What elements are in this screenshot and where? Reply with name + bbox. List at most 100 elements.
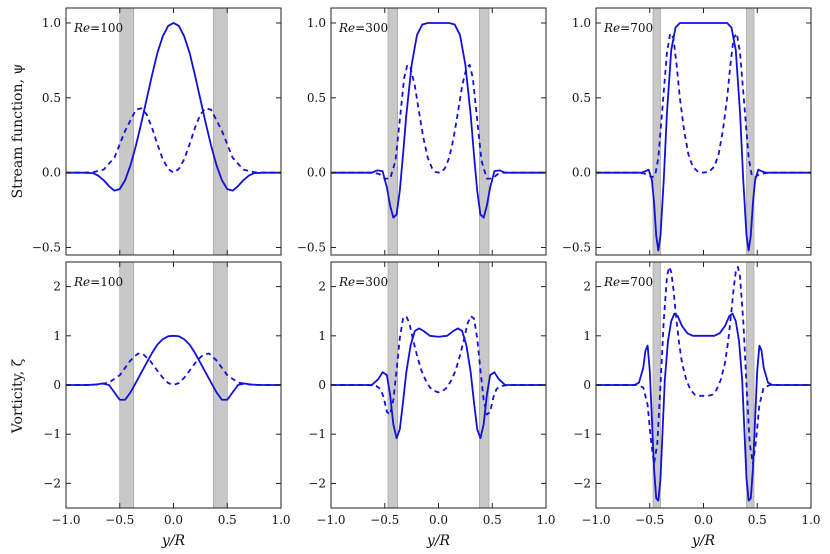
reynolds-symbol: Re	[73, 275, 90, 289]
y-tick-label: 2	[318, 280, 326, 294]
dashed-series-line	[596, 266, 811, 465]
xlabel: y/R	[161, 533, 186, 549]
panel-plot-area	[596, 8, 811, 255]
panel-plot-area	[66, 262, 281, 508]
dashed-series-line	[331, 63, 546, 180]
x-tick-label: 0.0	[429, 513, 448, 527]
y-tick-label: −2	[43, 476, 61, 490]
dashed-series-line	[596, 32, 811, 179]
y-tick-label: −0.5	[297, 241, 326, 255]
y-tick-label: −2	[308, 476, 326, 490]
reynolds-number-label: Re=100	[73, 21, 123, 35]
shaded-band	[387, 8, 398, 255]
y-tick-label: 0	[53, 378, 61, 392]
ylabel-stream-function: Stream function, ψ	[10, 64, 26, 199]
panel-r0c0: −0.5 0.0 0.5 1.0 Re=100	[32, 7, 282, 256]
panel-frame	[595, 7, 812, 256]
x-tick-label: −1.0	[316, 513, 345, 527]
y-tick-label: 1.0	[572, 16, 591, 30]
xlabel: y/R	[426, 533, 451, 549]
y-tick-label: 1.0	[307, 16, 326, 30]
panel-plot-area	[331, 8, 546, 255]
panel-frame	[65, 7, 282, 256]
x-tick-label: 0.5	[483, 513, 502, 527]
shaded-band	[213, 262, 228, 508]
y-tick-label: 0.0	[42, 166, 61, 180]
panel-r1c2: −2 −1 0 1 2 Re=700	[573, 261, 812, 509]
solid-series-line	[596, 312, 811, 502]
shaded-band	[746, 262, 755, 508]
solid-series-line	[331, 22, 546, 219]
panel-frame	[330, 7, 547, 256]
solid-series-line	[331, 327, 546, 440]
dashed-series-line	[66, 107, 281, 174]
shaded-band	[652, 8, 661, 255]
y-tick-label: 0.0	[307, 166, 326, 180]
y-tick-label: −2	[573, 476, 591, 490]
x-tick-label: 0.5	[218, 513, 237, 527]
x-tick-label: 0.0	[694, 513, 713, 527]
x-tick-label: 1.0	[801, 513, 820, 527]
xlabels-group: −1.0 −0.5 0.0 0.5 1.0 y/R −1.0 −0.5 0.0 0.5 1.0 y/R…	[51, 513, 820, 549]
shaded-band	[479, 262, 490, 508]
reynolds-value: =300	[355, 275, 388, 289]
solid-series-line	[596, 22, 811, 252]
reynolds-number-label: Re=100	[73, 275, 123, 289]
y-tick-label: 0.5	[572, 91, 591, 105]
reynolds-value: =300	[355, 21, 388, 35]
panel-plot-area	[596, 262, 811, 508]
x-tick-label: −0.5	[635, 513, 664, 527]
panel-r1c0: −2 −1 0 1 2 Re=100	[43, 261, 282, 509]
y-tick-label: 0.5	[42, 91, 61, 105]
panel-plot-area	[331, 262, 546, 508]
x-tick-label: −1.0	[51, 513, 80, 527]
panel-r0c1: −0.5 0.0 0.5 1.0 Re=300	[297, 7, 547, 256]
solid-series-line	[66, 22, 281, 192]
y-tick-label: −1	[573, 427, 591, 441]
shaded-band	[479, 8, 490, 255]
reynolds-symbol: Re	[338, 21, 355, 35]
shaded-band	[746, 8, 755, 255]
y-tick-label: −1	[308, 427, 326, 441]
panel-plot-area	[66, 8, 281, 255]
panel-r0c2: −0.5 0.0 0.5 1.0 Re=700	[562, 7, 812, 256]
shaded-band	[652, 262, 661, 508]
panels-group: −0.50.00.51.0 Re=100−0.50.00.51.0 Re=300−0…	[32, 7, 812, 509]
shaded-band	[119, 262, 134, 508]
y-tick-label: 1	[583, 329, 591, 343]
xlabel: y/R	[691, 533, 716, 549]
y-tick-label: 0	[318, 378, 326, 392]
y-tick-label: 0	[583, 378, 591, 392]
reynolds-number-label: Re=700	[603, 275, 653, 289]
dashed-series-line	[331, 315, 546, 416]
reynolds-value: =700	[620, 275, 653, 289]
x-tick-label: 1.0	[271, 513, 290, 527]
x-tick-label: 0.0	[164, 513, 183, 527]
shaded-band	[387, 262, 398, 508]
reynolds-symbol: Re	[603, 275, 620, 289]
solid-series-line	[66, 334, 281, 401]
y-tick-label: −0.5	[562, 241, 591, 255]
reynolds-value: =100	[90, 21, 123, 35]
y-tick-label: 0.5	[307, 91, 326, 105]
reynolds-symbol: Re	[73, 21, 90, 35]
x-tick-label: −1.0	[581, 513, 610, 527]
x-tick-label: −0.5	[370, 513, 399, 527]
y-tick-label: 1	[318, 329, 326, 343]
reynolds-number-label: Re=300	[338, 275, 388, 289]
panel-r1c1: −2 −1 0 1 2 Re=300	[308, 261, 547, 509]
reynolds-value: =700	[620, 21, 653, 35]
x-tick-label: 0.5	[748, 513, 767, 527]
ylabel-vorticity: Vorticity, ζ	[10, 358, 26, 434]
reynolds-number-label: Re=700	[603, 21, 653, 35]
y-tick-label: 2	[583, 280, 591, 294]
y-tick-label: 1	[53, 329, 61, 343]
y-tick-label: 0.0	[572, 166, 591, 180]
y-tick-label: 1.0	[42, 16, 61, 30]
reynolds-symbol: Re	[338, 275, 355, 289]
y-tick-label: −1	[43, 427, 61, 441]
shaded-band	[213, 8, 228, 255]
reynolds-value: =100	[90, 275, 123, 289]
x-tick-label: 1.0	[536, 513, 555, 527]
